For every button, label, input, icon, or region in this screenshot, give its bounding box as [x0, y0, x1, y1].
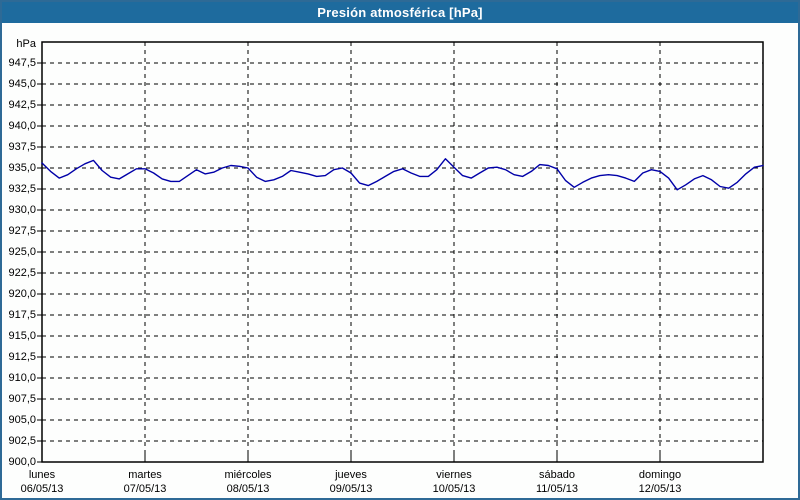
y-tick-label: 947,5	[8, 57, 36, 69]
y-tick-label: 917,5	[8, 309, 36, 321]
pressure-series-line	[41, 158, 764, 191]
y-tick-label: 932,5	[8, 183, 36, 195]
y-tick-label: 937,5	[8, 141, 36, 153]
x-day-name: domingo	[638, 469, 682, 481]
x-day-date: 11/05/13	[535, 483, 578, 495]
x-day-label-group: lunes 06/05/13	[0, 468, 97, 496]
y-tick-label: 945,0	[8, 78, 36, 90]
x-day-name: sábado	[538, 469, 576, 481]
chart-title-bar: Presión atmosférica [hPa]	[2, 2, 798, 23]
x-day-date: 06/05/13	[20, 483, 64, 495]
y-tick-label: 925,0	[8, 246, 36, 258]
x-day-name: lunes	[28, 469, 56, 481]
y-tick-label: 922,5	[8, 267, 36, 279]
x-day-label-group: domingo 12/05/13	[605, 468, 715, 496]
x-day-label-group: miércoles 08/05/13	[193, 468, 303, 496]
x-day-label-group: viernes 10/05/13	[399, 468, 509, 496]
y-tick-label: 910,0	[8, 372, 36, 384]
y-tick-label: 900,0	[8, 456, 36, 468]
x-day-date: 09/05/13	[329, 483, 373, 495]
y-tick-label: 905,0	[8, 414, 36, 426]
plot-border	[41, 41, 764, 463]
x-day-label-group: sábado 11/05/13	[502, 468, 612, 496]
y-tick-label: 927,5	[8, 225, 36, 237]
x-day-date: 08/05/13	[226, 483, 270, 495]
x-day-date: 10/05/13	[432, 483, 476, 495]
y-tick-label: 912,5	[8, 351, 36, 363]
x-day-name: miércoles	[224, 469, 272, 481]
y-tick-label: 930,0	[8, 204, 36, 216]
x-day-name: jueves	[335, 469, 367, 481]
x-day-label-group: jueves 09/05/13	[296, 468, 406, 496]
x-day-date: 12/05/13	[638, 483, 682, 495]
y-tick-label: 902,5	[8, 435, 36, 447]
x-day-date: 07/05/13	[123, 483, 167, 495]
y-tick-label: 942,5	[8, 99, 36, 111]
y-tick-label: 935,0	[8, 162, 36, 174]
y-tick-label: 920,0	[8, 288, 36, 300]
x-day-name: viernes	[436, 469, 472, 481]
y-axis-unit-label: hPa	[16, 38, 36, 50]
y-tick-label: 907,5	[8, 393, 36, 405]
y-tick-label: 940,0	[8, 120, 36, 132]
x-day-name: martes	[128, 469, 162, 481]
y-tick-label: 915,0	[8, 330, 36, 342]
x-day-label-group: martes 07/05/13	[90, 468, 200, 496]
chart-title: Presión atmosférica [hPa]	[317, 5, 483, 20]
